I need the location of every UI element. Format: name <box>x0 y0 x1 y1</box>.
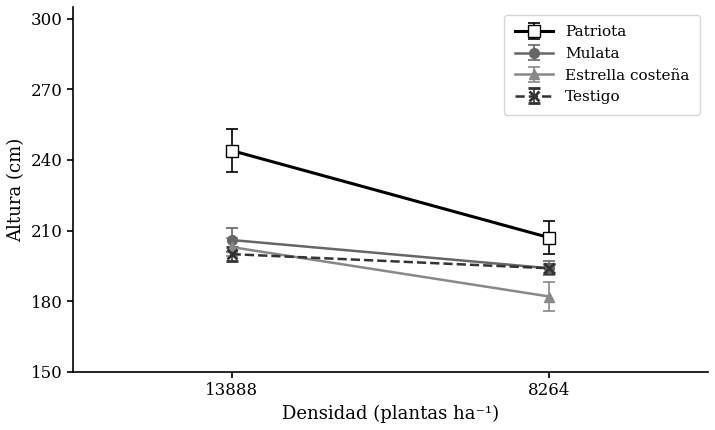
Legend: Patriota, Mulata, Estrella costeña, Testigo: Patriota, Mulata, Estrella costeña, Test… <box>504 15 701 115</box>
X-axis label: Densidad (plantas ha⁻¹): Densidad (plantas ha⁻¹) <box>282 405 499 423</box>
Y-axis label: Altura (cm): Altura (cm) <box>7 137 25 242</box>
